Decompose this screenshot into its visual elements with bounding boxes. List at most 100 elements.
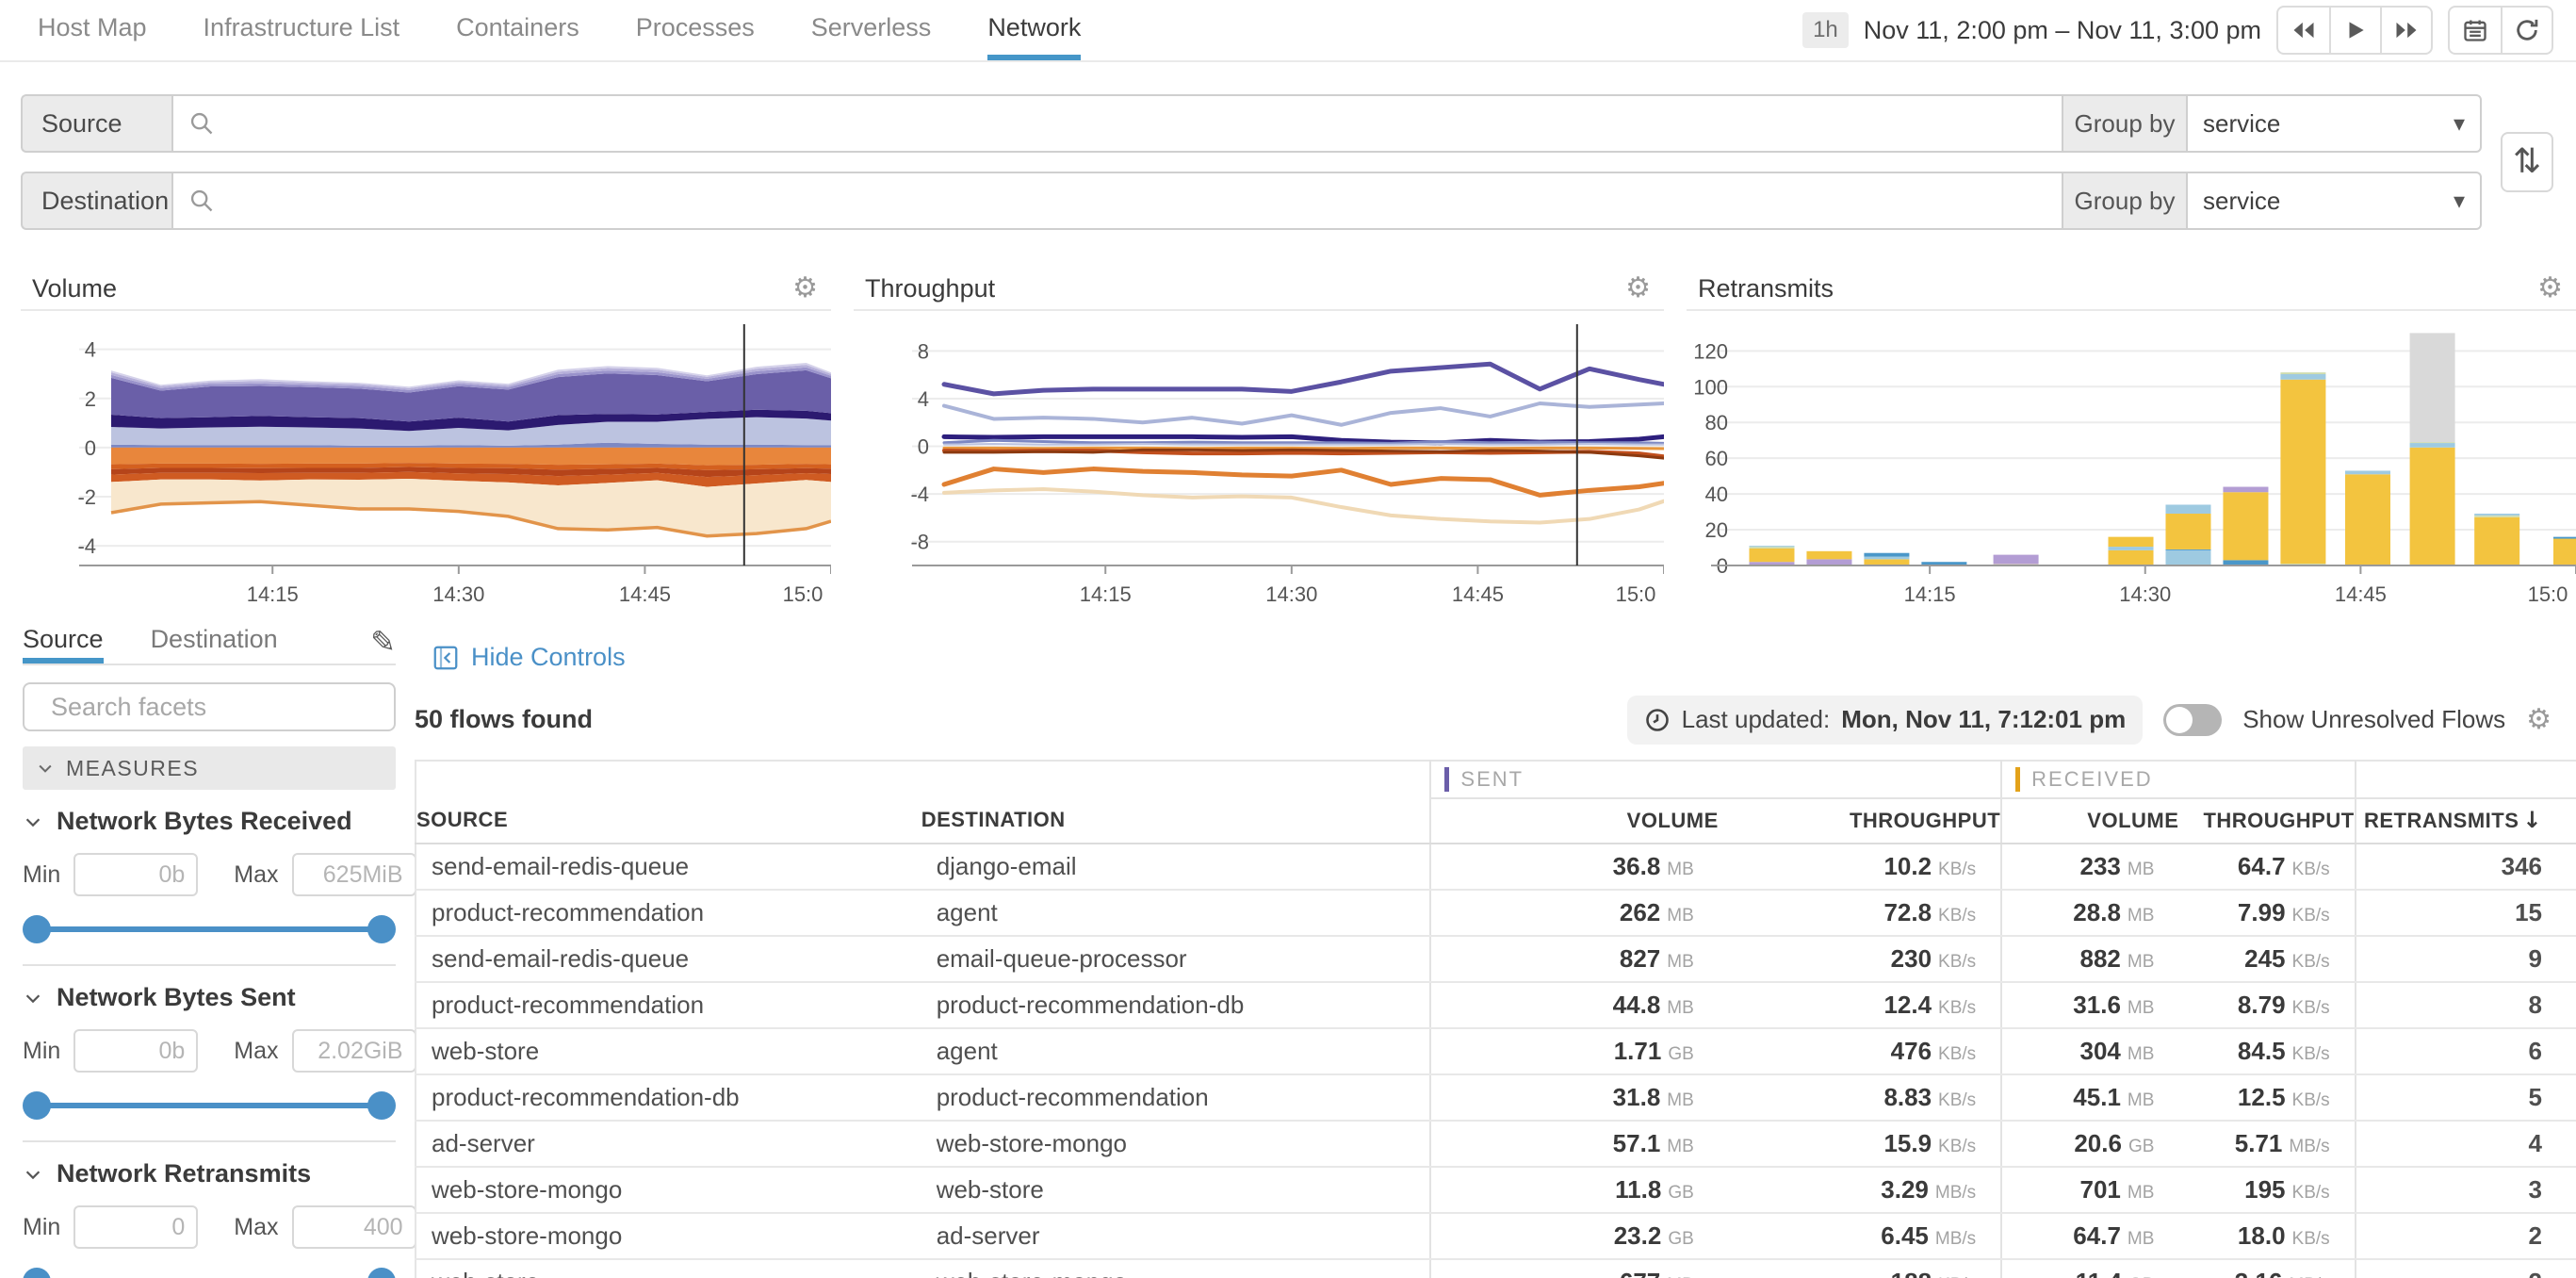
nav-tab-processes[interactable]: Processes [635,12,755,41]
slider-handle-max[interactable] [367,915,396,943]
column-header-source[interactable]: SOURCE [416,797,921,844]
column-header-destination[interactable]: DESTINATION [921,797,1431,844]
top-navigation: Host Map Infrastructure List Containers … [0,0,2576,62]
column-header-sent-volume[interactable]: VOLUME [1429,797,1719,844]
table-row[interactable]: web-store-mongo web-store 11.8 GB 3.29 MB/s 70… [416,1166,2576,1214]
cell-sent-volume: 11.8 GB [1429,1166,1719,1214]
cell-sent-throughput: 72.8 KB/s [1718,889,2002,937]
nav-tab-containers[interactable]: Containers [456,12,579,41]
column-header-retransmits[interactable]: RETRANSMITS ↓ [2354,797,2576,844]
slider-handle-min[interactable] [23,1091,51,1120]
cell-sent-throughput: 8.83 KB/s [1718,1073,2002,1122]
column-header-received-throughput[interactable]: THROUGHPUT [2178,797,2356,844]
time-duration-badge[interactable]: 1h [1802,12,1849,48]
pencil-icon[interactable]: ✎ [370,624,396,660]
flows-table-body: send-email-redis-queue django-email 36.8 MB… [416,843,2576,1278]
table-row[interactable]: product-recommendation agent 262 MB 72.8 KB/s… [416,889,2576,937]
destination-search-input[interactable] [226,175,2062,226]
nav-tabs: Host Map Infrastructure List Containers … [38,0,1082,60]
svg-text:2: 2 [85,387,96,411]
slider-handle-max[interactable] [367,1091,396,1120]
cell-received-throughput: 64.7 KB/s [2178,843,2356,891]
swap-source-destination-button[interactable]: ⇅ [2501,132,2553,192]
table-row[interactable]: send-email-redis-queue email-queue-proces… [416,935,2576,983]
fast-forward-button[interactable] [2380,8,2431,53]
facet-title[interactable]: Network Bytes Sent [23,983,396,1012]
cell-received-volume: 304 MB [2000,1027,2179,1075]
column-header-sent-throughput[interactable]: THROUGHPUT [1718,797,2002,844]
cell-destination: product-recommendation-db [921,981,1431,1029]
table-row[interactable]: product-recommendation-db product-recomme… [416,1073,2576,1122]
play-icon [2349,22,2364,39]
range-slider[interactable] [23,1268,396,1278]
nav-tab-serverless[interactable]: Serverless [810,12,932,41]
volume-chart[interactable]: -4 -2 0 2 4 14:15 14:30 14:45 15:0 [21,311,831,611]
destination-group-by-value: service [2203,186,2281,215]
slider-handle-min[interactable] [23,915,51,943]
group-received: RECEIVED [2000,760,2356,799]
refresh-button[interactable] [2501,8,2552,53]
cell-destination: product-recommendation [921,1073,1431,1122]
svg-text:-8: -8 [910,531,929,554]
max-input[interactable] [291,1029,416,1073]
table-row[interactable]: web-store agent 1.71 GB 476 KB/s 304 MB 84.5 KB/s… [416,1027,2576,1075]
hide-controls-link[interactable]: Hide Controls [432,643,626,672]
table-row[interactable]: ad-server web-store-mongo 57.1 MB 15.9 KB/s 20… [416,1120,2576,1168]
gear-icon[interactable]: ⚙ [792,271,818,304]
table-row[interactable]: send-email-redis-queue django-email 36.8 MB… [416,843,2576,891]
facet-title[interactable]: Network Bytes Received [23,807,396,836]
calendar-button[interactable] [2450,8,2501,53]
range-slider[interactable] [23,1091,396,1120]
rewind-icon [2293,22,2314,39]
cell-destination: email-queue-processor [921,935,1431,983]
facet-search-input[interactable] [49,691,386,723]
cell-received-volume: 28.8 MB [2000,889,2179,937]
group-sent-label: SENT [1460,766,1524,791]
destination-group-by-select[interactable]: service ▾ [2188,172,2482,230]
min-input[interactable] [73,1205,199,1249]
facet-tab-source[interactable]: Source [23,620,104,664]
table-row[interactable]: web-store-mongo ad-server 23.2 GB 6.45 MB/s 64… [416,1212,2576,1260]
column-header-received-volume[interactable]: VOLUME [2000,797,2179,844]
cell-destination: web-store-mongo [921,1120,1431,1168]
cell-received-volume: 64.7 MB [2000,1212,2179,1260]
play-button[interactable] [2329,8,2380,53]
min-input[interactable] [73,853,199,896]
facet-network-retransmits: Network Retransmits Min Max [23,1142,416,1278]
slider-handle-min[interactable] [23,1268,51,1278]
gear-icon[interactable]: ⚙ [1625,271,1651,304]
table-row[interactable]: web-storeweb-store-mongo677MB188KB/s11.4… [416,1258,2576,1278]
throughput-chart[interactable]: -8 -4 0 4 8 14:15 14:30 14:45 15:0 [854,311,1664,611]
time-range-text[interactable]: Nov 11, 2:00 pm – Nov 11, 3:00 pm [1863,15,2261,44]
cell-sent-volume: 262 MB [1429,889,1719,937]
max-input[interactable] [291,1205,416,1249]
min-input[interactable] [73,1029,199,1073]
facet-title[interactable]: Network Retransmits [23,1159,396,1188]
table-row[interactable]: product-recommendation product-recommenda… [416,981,2576,1029]
gear-icon[interactable]: ⚙ [2526,702,2552,736]
cell-sent-throughput: 3.29 MB/s [1718,1166,2002,1214]
svg-text:8: 8 [918,339,929,363]
slider-handle-max[interactable] [367,1268,396,1278]
source-search-input[interactable] [226,98,2062,149]
show-unresolved-toggle[interactable] [2163,703,2223,736]
time-shift-buttons [2276,6,2433,55]
facet-network-bytes-sent: Network Bytes Sent Min Max [23,966,416,1142]
source-group-by-select[interactable]: service ▾ [2188,94,2482,153]
max-input[interactable] [291,853,416,896]
nav-tab-host-map[interactable]: Host Map [38,12,147,41]
svg-text:14:30: 14:30 [432,582,484,606]
charts-row: Volume ⚙ -4 -2 0 2 4 14:15 14:30 14:45 15:0 Thro… [0,249,2576,611]
measures-section-header[interactable]: MEASURES [23,746,396,790]
flow-count: 50 flows found [415,705,593,733]
rewind-button[interactable] [2278,8,2329,53]
cell-sent-throughput: 476 KB/s [1718,1027,2002,1075]
cell-received-throughput: 245 KB/s [2178,935,2356,983]
chevron-down-icon [39,764,52,773]
facet-tab-destination[interactable]: Destination [150,624,278,653]
gear-icon[interactable]: ⚙ [2537,271,2563,304]
nav-tab-infrastructure-list[interactable]: Infrastructure List [203,12,400,41]
nav-tab-network[interactable]: Network [987,0,1082,60]
range-slider[interactable] [23,915,396,943]
